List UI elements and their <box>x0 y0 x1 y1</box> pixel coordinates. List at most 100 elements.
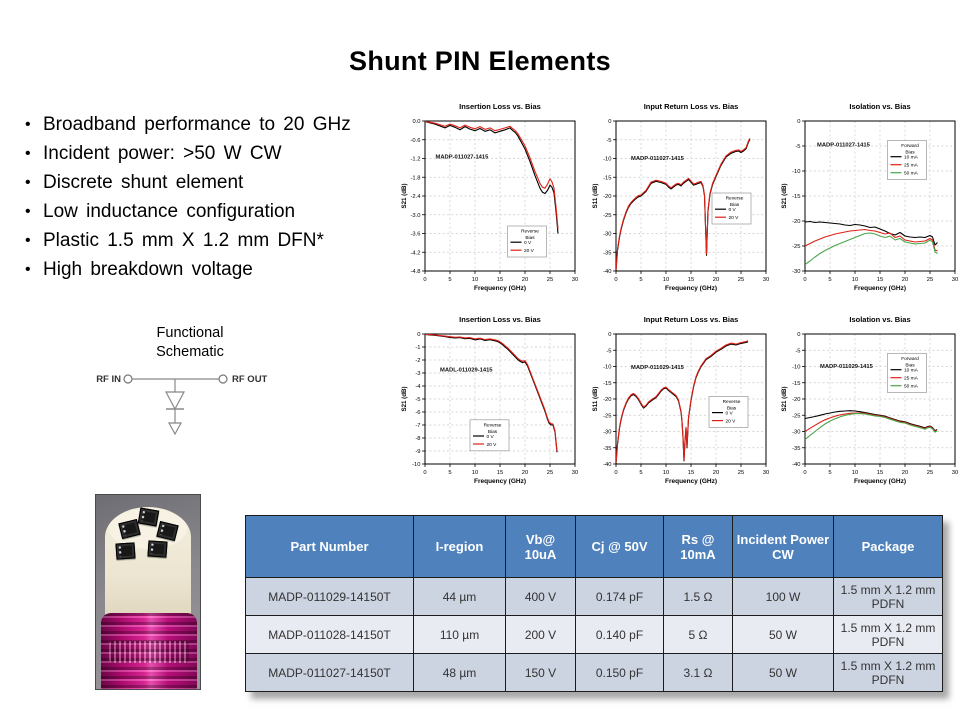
x-tick-label: 5 <box>828 470 831 476</box>
series-50-mA <box>805 413 938 441</box>
y-tick-label: -10 <box>792 365 800 371</box>
series-0-V <box>425 121 559 234</box>
table-cell: 1.5 mm X 1.2 mm PDFN <box>833 653 943 692</box>
table-cell: 5 Ω <box>663 615 733 654</box>
chart-ylabel: S11 (dB) <box>592 387 599 412</box>
legend-title: Reverse <box>484 422 502 428</box>
legend-entry-label: 0 V <box>524 240 532 246</box>
x-tick-label: 15 <box>688 277 694 283</box>
legend-entry-label: 20 V <box>487 442 498 448</box>
legend-title: Bias <box>905 363 915 369</box>
ground-arrow-icon <box>167 422 183 436</box>
bullet-item: Broadband performance to 20 GHz <box>20 110 400 139</box>
series-20-V <box>616 138 751 270</box>
legend-entry-label: 50 mA <box>904 171 919 177</box>
legend-title: Forward <box>901 143 919 149</box>
series-20-V <box>425 121 559 229</box>
chart-title: Insertion Loss vs. Bias <box>459 102 541 111</box>
spec-table-body: MADP-011029-14150T 44 µm 400 V 0.174 pF 1.5 … <box>245 577 943 692</box>
y-tick-label: -4 <box>415 384 421 390</box>
part-number-annotation: MADP-011029-1415 <box>820 364 874 370</box>
table-cell: 44 µm <box>413 577 506 616</box>
x-tick-label: 20 <box>713 470 719 476</box>
spec-table: Part Number I-region Vb@ 10uA Cj @ 50V Rs @ … <box>245 515 943 692</box>
table-cell: 110 µm <box>413 615 506 654</box>
series-10-mA <box>805 410 938 432</box>
pencil-ferrule <box>101 613 197 689</box>
y-tick-label: -5 <box>606 138 611 144</box>
y-tick-label: -15 <box>792 381 800 387</box>
chart-xlabel: Frequency (GHz) <box>665 478 717 485</box>
y-tick-label: -7 <box>415 423 420 429</box>
bullet-item: Low inductance configuration <box>20 197 400 226</box>
x-tick-label: 25 <box>738 470 744 476</box>
x-tick-label: 30 <box>572 277 578 283</box>
chart-title: Isolation vs. Bias <box>849 315 910 324</box>
y-tick-label: -30 <box>603 232 611 238</box>
legend-title: Reverse <box>521 229 539 235</box>
y-tick-label: -1 <box>415 345 420 351</box>
x-tick-label: 0 <box>423 470 426 476</box>
chart-insertion-loss-madp011027: 0 5 10 15 20 25 30 0.0 -0.6 -1.2 -1.8 -2.4 -3.0 -3.6 -… <box>399 97 583 297</box>
y-tick-label: 0 <box>608 332 611 338</box>
legend-box <box>469 419 510 452</box>
series-25-mA <box>805 228 938 252</box>
table-cell: 48 µm <box>413 653 506 692</box>
part-number-annotation: MADL-011029-1415 <box>440 368 493 374</box>
chart-svg-insertion-loss-1029: 0 5 10 15 20 25 30 0 -1 -2 -3 -4 -5 -6 -7 -8 -9 -10 Insert… <box>401 315 578 485</box>
x-tick-label: 15 <box>877 470 883 476</box>
table-cell: 200 V <box>505 615 576 654</box>
x-tick-label: 15 <box>497 470 503 476</box>
table-row: MADP-011027-14150T 48 µm 150 V 0.150 pF 3.1 … <box>245 653 943 692</box>
x-tick-label: 20 <box>902 277 908 283</box>
chart-svg-isolation-1029: 0 5 10 15 20 25 30 0 -5 -10 -15 -20 -25 -30 -35 -40 Isol… <box>781 315 958 485</box>
table-header-cell: Rs @ 10mA <box>663 515 733 578</box>
x-tick-label: 5 <box>639 277 642 283</box>
y-tick-label: -20 <box>792 397 800 403</box>
y-tick-label: -5 <box>795 144 800 150</box>
legend-entry-label: 0 V <box>487 434 495 440</box>
x-tick-label: 20 <box>522 277 528 283</box>
x-tick-label: 0 <box>423 277 426 283</box>
dfn-chip <box>115 542 136 560</box>
y-tick-label: -4.8 <box>411 269 421 275</box>
schematic-title-line2: Schematic <box>156 344 224 360</box>
legend-box <box>711 192 752 225</box>
x-tick-label: 30 <box>763 277 769 283</box>
chart-isolation-madp011029: 0 5 10 15 20 25 30 0 -5 -10 -15 -20 -25 -30 -35 -40 Isol… <box>779 310 960 490</box>
x-tick-label: 30 <box>952 470 958 476</box>
feature-bullet-list: Broadband performance to 20 GHzIncident … <box>20 110 400 284</box>
rf-in-label: RF IN <box>96 374 121 385</box>
legend-title: Bias <box>905 150 915 156</box>
y-tick-label: -2.4 <box>411 194 422 200</box>
functional-schematic: Functional Schematic RF IN RF OUT <box>55 324 325 443</box>
table-header-cell: Incident Power CW <box>732 515 834 578</box>
table-row: MADP-011029-14150T 44 µm 400 V 0.174 pF 1.5 … <box>245 577 943 616</box>
y-tick-label: -8 <box>415 436 420 442</box>
series-20-V <box>425 334 558 452</box>
y-tick-label: -15 <box>603 175 611 181</box>
y-tick-label: -15 <box>792 194 800 200</box>
chart-input-return-loss-madp011027: 0 5 10 15 20 25 30 0 -5 -10 -15 -20 -25 -30 -35 -40 Inpu… <box>590 97 774 297</box>
y-tick-label: -3.0 <box>411 213 421 219</box>
legend-entry-label: 20 V <box>524 248 535 254</box>
table-cell: 50 W <box>732 615 834 654</box>
table-cell: MADP-011028-14150T <box>245 615 414 654</box>
y-tick-label: -30 <box>603 430 611 436</box>
legend-entry-label: 25 mA <box>904 376 919 382</box>
table-cell: 0.150 pF <box>575 653 664 692</box>
chart-xlabel: Frequency (GHz) <box>474 285 526 292</box>
table-cell: 0.140 pF <box>575 615 664 654</box>
component-photo <box>95 494 201 690</box>
y-tick-label: -2 <box>415 358 420 364</box>
y-tick-label: 0.0 <box>412 119 420 125</box>
x-tick-label: 25 <box>547 277 553 283</box>
table-header-cell: Vb@ 10uA <box>505 515 576 578</box>
x-tick-label: 10 <box>472 470 478 476</box>
series-50-mA <box>805 232 938 265</box>
y-tick-label: 0 <box>797 119 800 125</box>
y-tick-label: -25 <box>792 413 800 419</box>
x-tick-label: 10 <box>852 470 858 476</box>
